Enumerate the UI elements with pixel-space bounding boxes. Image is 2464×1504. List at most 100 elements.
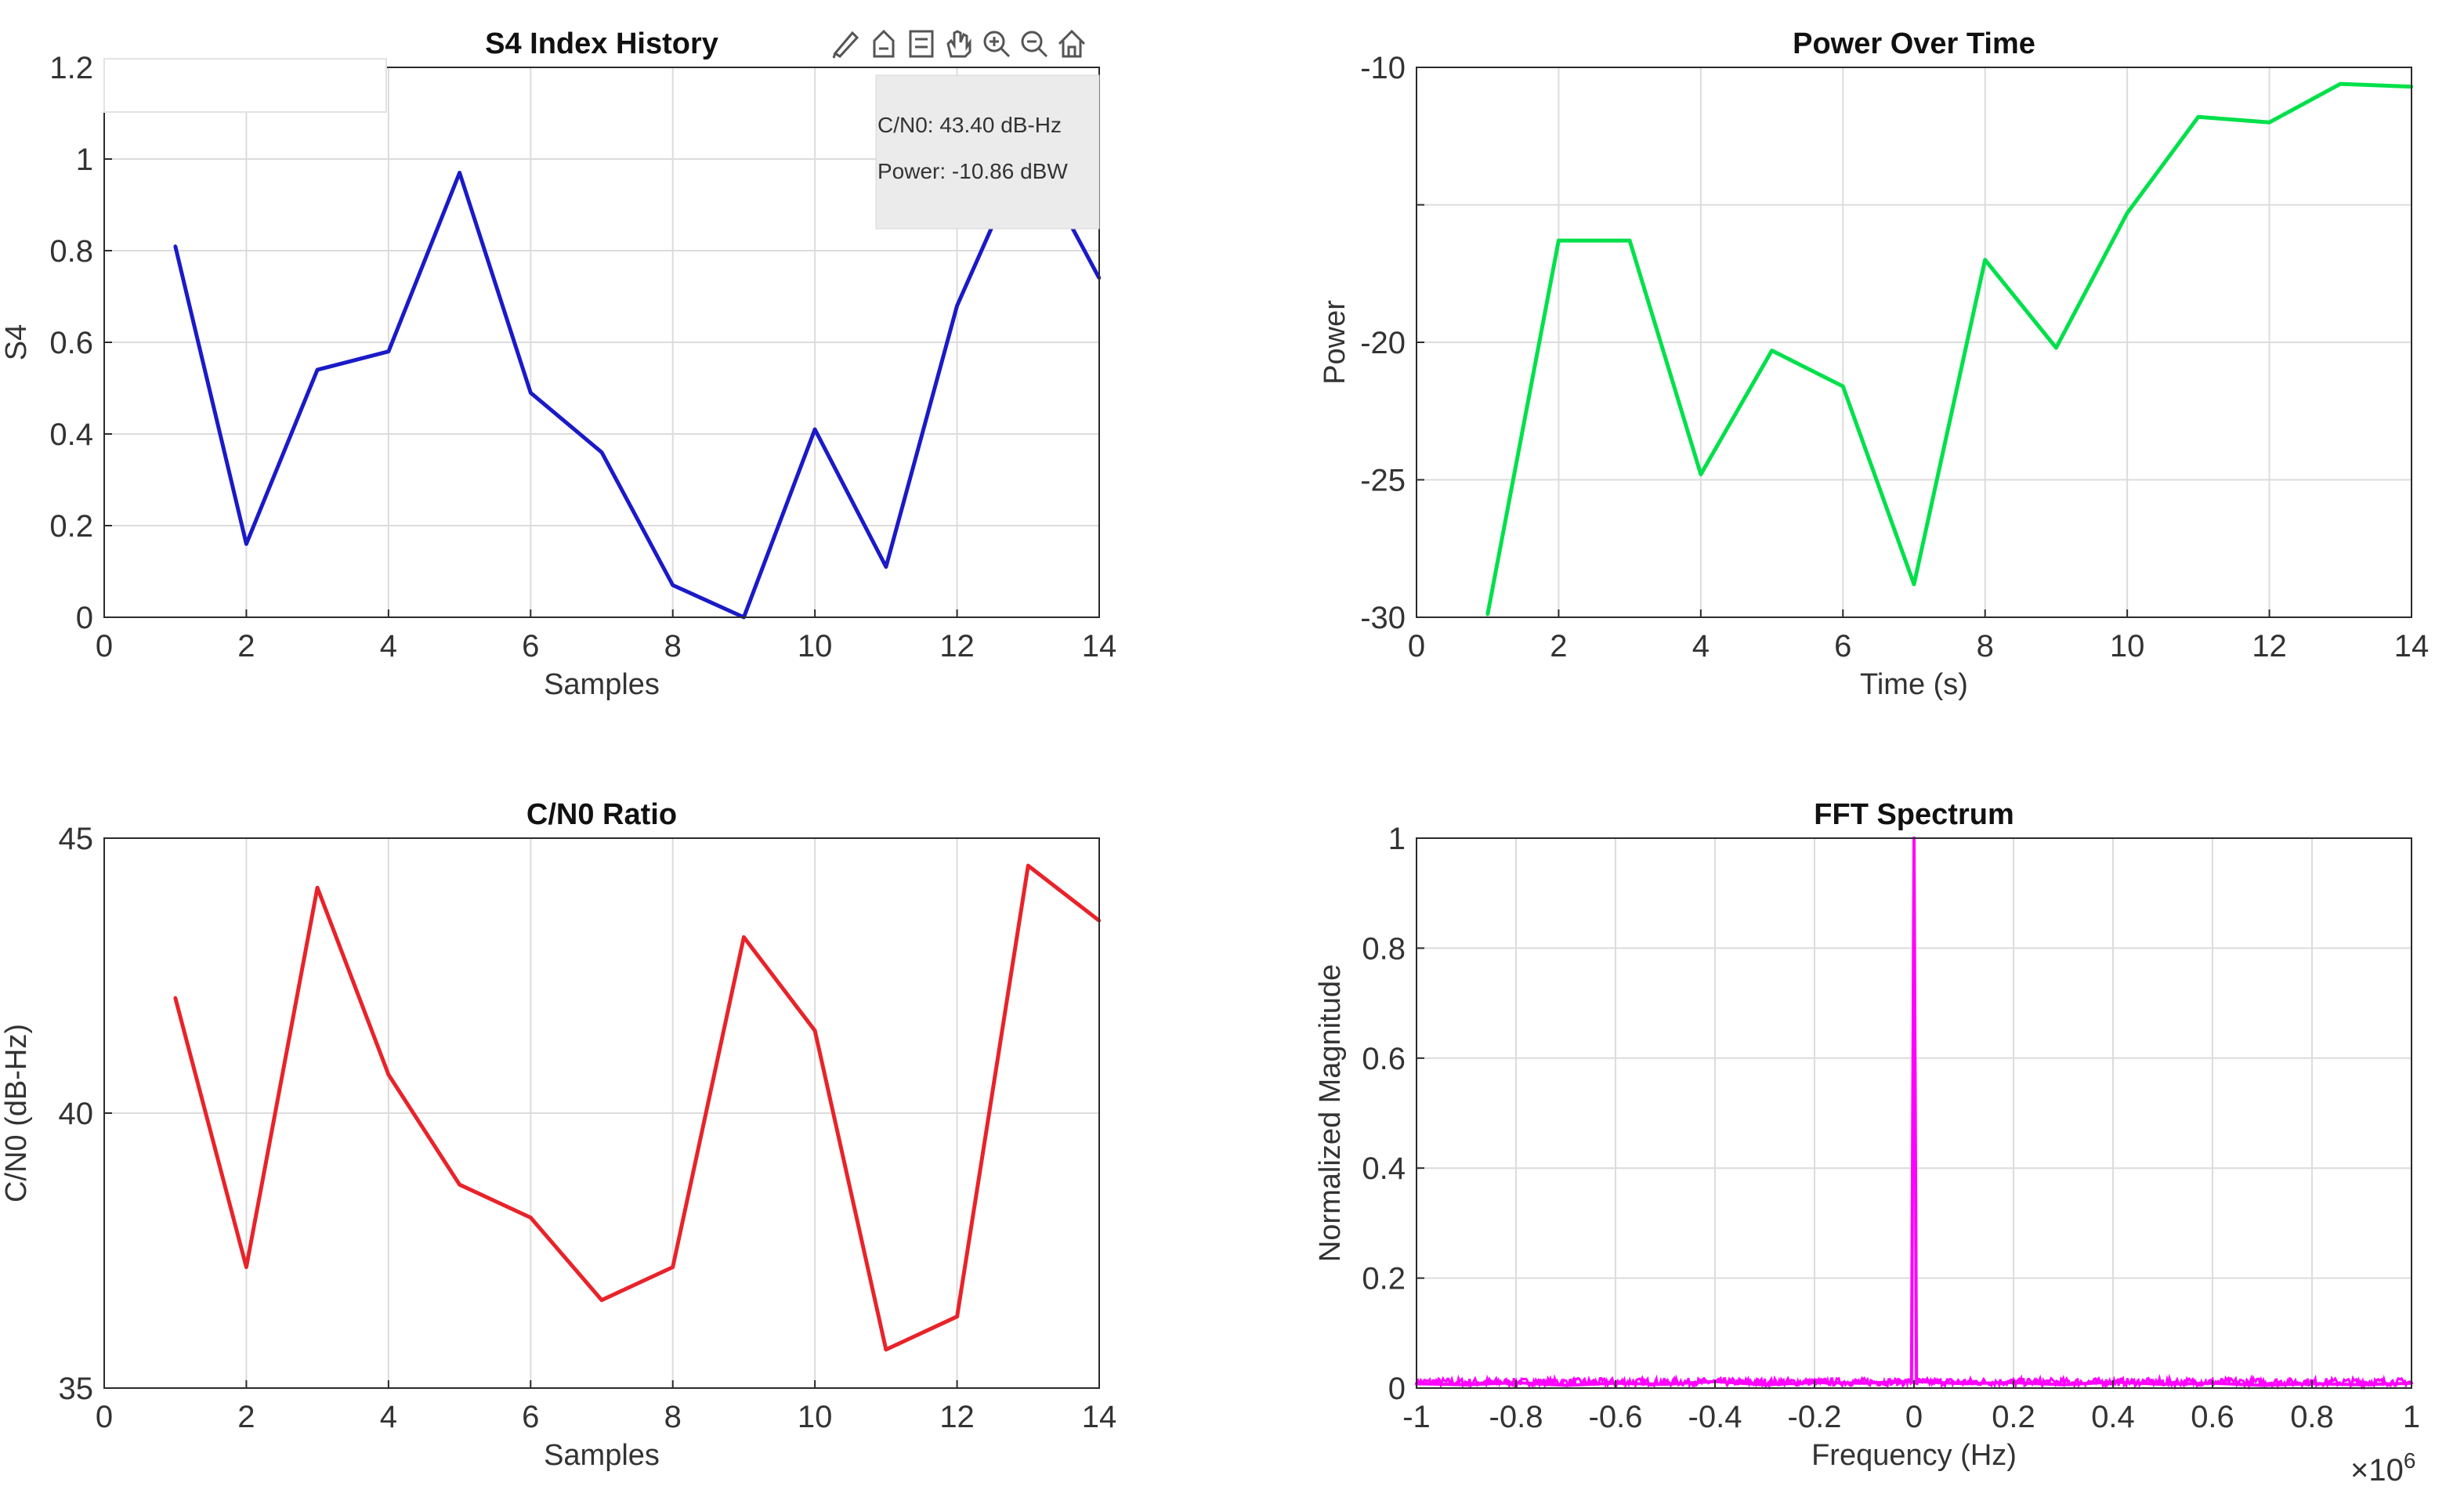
- x-tick-label: 4: [1692, 629, 1710, 663]
- y-axis-label: Power: [1319, 300, 1351, 385]
- x-tick-label: 4: [380, 629, 397, 663]
- x-tick-label: 2: [237, 629, 255, 663]
- y-tick-label: 0.4: [1362, 1152, 1406, 1186]
- x-tick-label: -0.8: [1489, 1400, 1543, 1434]
- x-axis-label: Samples: [544, 668, 660, 701]
- pan-icon[interactable]: [943, 28, 975, 60]
- data-point: [884, 1347, 888, 1351]
- data-point: [600, 1298, 603, 1302]
- x-tick-label: 0: [96, 629, 113, 663]
- data-point: [671, 1265, 675, 1269]
- data-point: [244, 1265, 248, 1269]
- data-point: [244, 542, 248, 546]
- x-tick-label: 6: [1834, 629, 1851, 663]
- data-point: [813, 428, 817, 432]
- x-tick-label: 6: [522, 1400, 539, 1434]
- y-tick-label: -25: [1360, 464, 1406, 498]
- x-axis-label: Samples: [544, 1439, 660, 1472]
- y-tick-label: 1.2: [49, 51, 93, 85]
- data-point: [1026, 864, 1030, 868]
- chart-title: S4 Index History: [485, 27, 718, 60]
- x-tick-label: 14: [2394, 629, 2430, 663]
- y-tick-label: 1: [1388, 822, 1406, 856]
- axes-3: 0 2 4 6 8 10 12 14 35 40 45 C/N0 Ratio Samples C/N0 (…: [0, 798, 1116, 1472]
- home-icon[interactable]: [1056, 28, 1087, 60]
- x-tick-label: 10: [798, 629, 833, 663]
- data-point: [386, 349, 390, 353]
- x-tick-label: 2: [1550, 629, 1567, 663]
- data-point: [1770, 349, 1774, 352]
- legend-box: [103, 58, 387, 113]
- data-point: [671, 584, 675, 588]
- x-tick-label: 8: [664, 629, 682, 663]
- data-point: [600, 450, 603, 454]
- x-tick-label: -0.2: [1788, 1400, 1842, 1434]
- x-tick-label: 0.2: [1992, 1400, 2035, 1434]
- x-tick-label: 0.4: [2091, 1400, 2135, 1434]
- y-tick-label: 40: [59, 1097, 94, 1131]
- y-tick-label: 0.2: [1362, 1262, 1406, 1296]
- x-tick-label: 0: [1408, 629, 1425, 663]
- x-tick-label: 10: [2110, 629, 2145, 663]
- x-tick-label: 2: [237, 1400, 255, 1434]
- data-point: [884, 565, 888, 569]
- y-tick-label: 35: [59, 1372, 94, 1406]
- data-point: [1557, 239, 1561, 243]
- data-point: [1841, 385, 1845, 389]
- x-tick-label: 10: [798, 1400, 833, 1434]
- data-point: [813, 1029, 817, 1032]
- x-tick-label: 12: [939, 629, 975, 663]
- x-tick-label: 14: [1082, 1400, 1117, 1434]
- data-point: [2267, 121, 2271, 125]
- x-tick-label: 6: [522, 629, 539, 663]
- data-point: [316, 886, 320, 890]
- series-line: [173, 143, 1102, 620]
- y-tick-label: 0: [76, 601, 93, 635]
- data-point: [2196, 115, 2200, 119]
- y-tick-label: 0.8: [1362, 931, 1406, 966]
- data-point: [458, 1183, 461, 1187]
- legend-icon[interactable]: [906, 28, 937, 60]
- y-tick-label: 0: [1388, 1372, 1406, 1406]
- series-line: [1485, 81, 2412, 615]
- y-tick-label: 0.6: [49, 326, 93, 360]
- y-tick-label: 0.4: [49, 418, 93, 452]
- data-point: [1485, 613, 1489, 616]
- data-point: [173, 244, 177, 248]
- data-point: [1912, 582, 1916, 586]
- datatip-power: Power: -10.86 dBW: [877, 159, 1068, 183]
- x-tick-label: 4: [380, 1400, 397, 1434]
- x-tick-label: 0.6: [2191, 1400, 2234, 1434]
- y-tick-label: -30: [1360, 601, 1406, 635]
- zoom-in-icon[interactable]: [981, 28, 1012, 60]
- data-tips-icon[interactable]: [868, 28, 899, 60]
- x-tick-label: 1: [2403, 1400, 2420, 1434]
- brush-icon[interactable]: [830, 28, 862, 60]
- chart-title: C/N0 Ratio: [526, 798, 677, 831]
- x-tick-label: 0: [96, 1400, 113, 1434]
- data-point: [1862, 1381, 1866, 1385]
- x-axis-label: Time (s): [1860, 668, 1968, 701]
- y-tick-label: -10: [1360, 51, 1406, 85]
- x-axis-label: Frequency (Hz): [1811, 1439, 2017, 1472]
- x-tick-label: 8: [1977, 629, 1994, 663]
- y-tick-label: 0.2: [49, 509, 93, 544]
- x-tick-label: 14: [1082, 629, 1117, 663]
- data-point: [742, 935, 746, 939]
- zoom-out-icon[interactable]: [1019, 28, 1050, 60]
- datatip[interactable]: C/N0: 43.40 dB-Hz Power: -10.86 dBW: [875, 74, 1100, 230]
- data-point: [529, 1216, 533, 1220]
- data-point: [316, 368, 320, 372]
- y-axis-label: S4: [0, 324, 33, 360]
- x-tick-label: 12: [939, 1400, 975, 1434]
- data-point: [1628, 239, 1632, 243]
- y-tick-label: 0.8: [49, 234, 93, 269]
- datatip-cn0: C/N0: 43.40 dB-Hz: [877, 113, 1062, 137]
- data-point: [386, 1072, 390, 1076]
- x-scale-exponent-power: 6: [2404, 1448, 2416, 1473]
- data-point: [1699, 472, 1702, 476]
- data-point: [1983, 258, 1987, 262]
- y-tick-label: 1: [76, 143, 93, 177]
- x-tick-label: -0.4: [1688, 1400, 1742, 1434]
